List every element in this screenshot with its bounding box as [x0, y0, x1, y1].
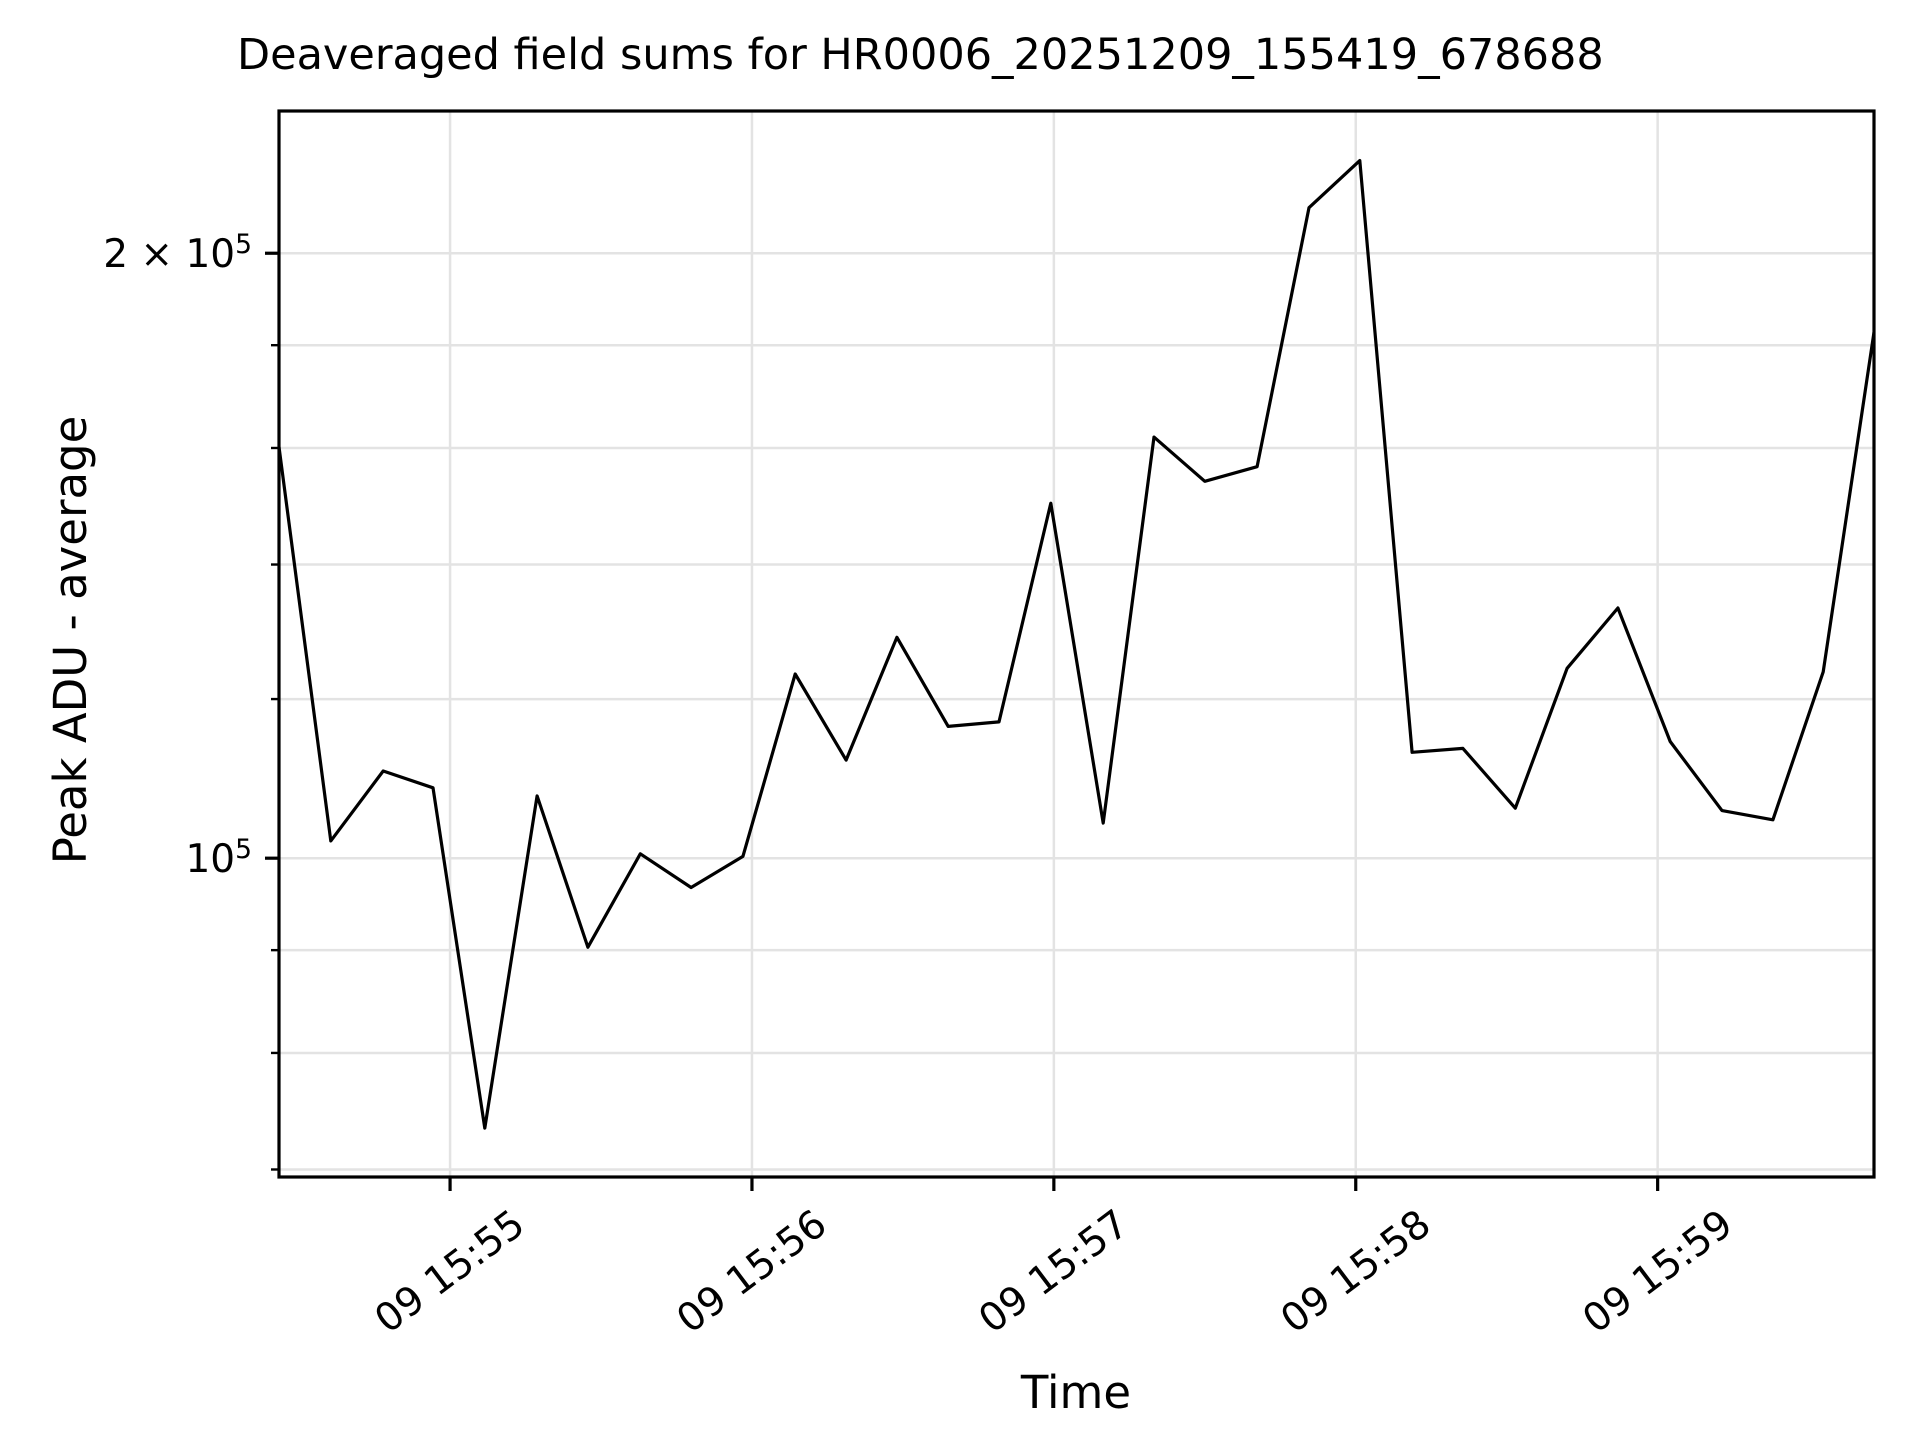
- y-tick-label-exponent: 5: [235, 834, 252, 866]
- data-line: [279, 159, 1874, 1130]
- y-tick-label-base: 10: [185, 837, 236, 883]
- y-tick-label: 105: [185, 834, 252, 883]
- y-tick-label: 2 × 105: [103, 229, 252, 278]
- y-tick-label-exponent: 5: [235, 229, 252, 261]
- x-axis-label: Time: [1020, 1366, 1132, 1419]
- y-tick-label-base: 2 × 10: [103, 232, 236, 278]
- plot-frame: [277, 109, 1876, 1179]
- chart-title: Deaveraged field sums for HR0006_2025120…: [237, 30, 1604, 80]
